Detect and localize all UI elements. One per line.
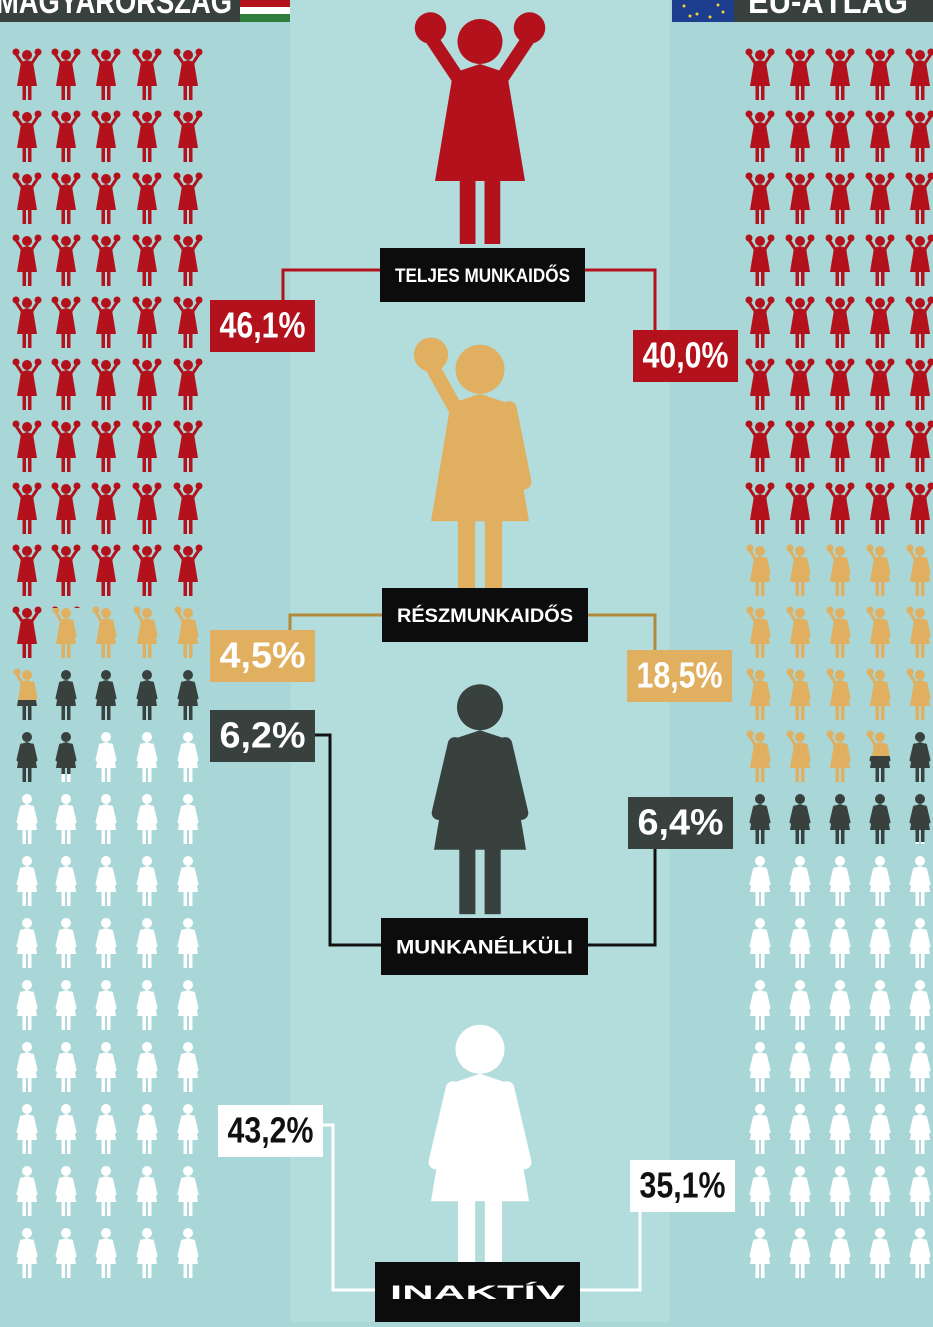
value-label: 6,4%	[638, 802, 724, 843]
value-label: 35,1%	[640, 1165, 726, 1206]
value-label: 40,0%	[643, 335, 729, 376]
value-label: 6,2%	[220, 715, 306, 756]
category-label: MUNKANÉLKÜLI	[396, 937, 573, 959]
value-label: 46,1%	[220, 305, 306, 346]
category-label: TELJES MUNKAIDŐS	[395, 265, 570, 287]
category-label: INAKTÍV	[390, 1282, 566, 1304]
value-label: 4,5%	[220, 635, 306, 676]
category-label: RÉSZMUNKAIDŐS	[397, 605, 573, 627]
value-label: 43,2%	[228, 1110, 314, 1151]
value-label: 18,5%	[637, 655, 723, 696]
header-title: EU-ÁTLAG	[748, 0, 908, 21]
header-title: MAGYARORSZÁG	[0, 0, 232, 21]
